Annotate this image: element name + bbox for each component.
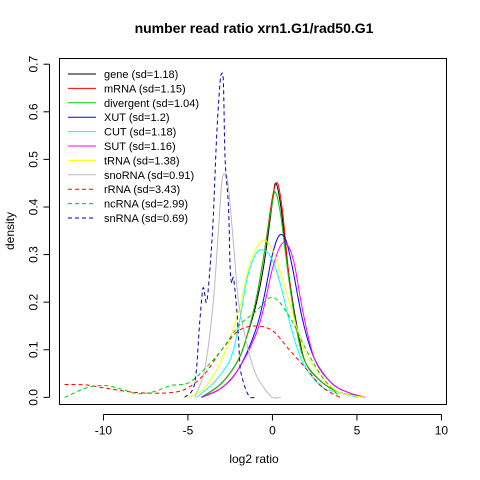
y-tick-label: 0.4 (27, 198, 41, 215)
series-line-9 (64, 296, 341, 398)
y-tick-label: 0.2 (27, 294, 41, 311)
x-axis: -10 -5 0 5 10 (95, 414, 449, 438)
series-line-5 (201, 241, 366, 398)
series-line-2 (201, 191, 366, 398)
legend-label: mRNA (sd=1.15) (104, 83, 186, 95)
legend-label: divergent (sd=1.04) (104, 98, 199, 110)
y-tick-label: 0.1 (27, 341, 41, 358)
x-tick-label: 10 (435, 424, 449, 438)
legend-label: gene (sd=1.18) (104, 69, 178, 81)
x-tick-label: 0 (269, 424, 276, 438)
series-line-6 (187, 239, 366, 398)
y-tick-label: 0.6 (27, 103, 41, 120)
legend-label: CUT (sd=1.18) (104, 127, 176, 139)
legend-label: SUT (sd=1.16) (104, 141, 176, 153)
x-tick-label: -10 (95, 424, 113, 438)
y-axis: 0.0 0.1 0.2 0.3 0.4 0.5 0.6 0.7 (27, 56, 50, 406)
x-tick-label: -5 (183, 424, 194, 438)
legend-label: XUT (sd=1.2) (104, 112, 170, 124)
legend: gene (sd=1.18) mRNA (sd=1.15) divergent (s… (68, 69, 199, 225)
legend-label: snRNA (sd=0.69) (104, 213, 188, 225)
legend-label: snoRNA (sd=0.91) (104, 170, 194, 182)
series-line-10 (184, 72, 256, 399)
series-line-1 (201, 182, 366, 398)
y-axis-label: density (3, 212, 17, 250)
chart-title: number read ratio xrn1.G1/rad50.G1 (135, 20, 374, 36)
legend-label: ncRNA (sd=2.99) (104, 199, 188, 211)
plot-frame (59, 58, 447, 405)
x-axis-label: log2 ratio (229, 452, 279, 466)
y-tick-label: 0.0 (27, 389, 41, 406)
y-tick-label: 0.5 (27, 151, 41, 168)
y-tick-label: 0.7 (27, 56, 41, 73)
legend-label: tRNA (sd=1.38) (104, 155, 180, 167)
series-line-4 (196, 249, 358, 398)
legend-label: rRNA (sd=3.43) (104, 184, 180, 196)
series-line-3 (201, 234, 366, 398)
y-tick-label: 0.3 (27, 246, 41, 263)
series-line-7 (194, 172, 281, 399)
x-tick-label: 5 (354, 424, 361, 438)
plot-marks (64, 72, 366, 399)
